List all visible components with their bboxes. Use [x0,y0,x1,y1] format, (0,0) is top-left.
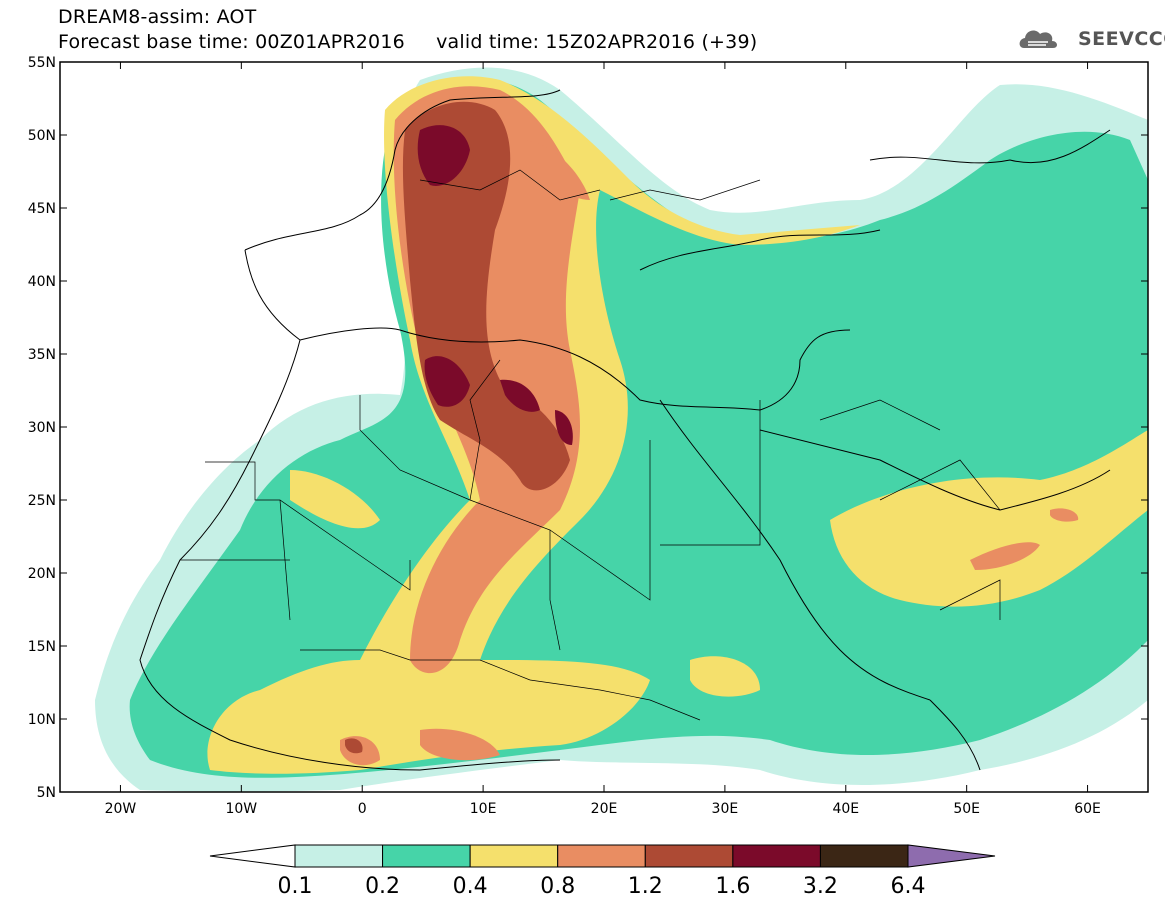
lon-tick-label: 60E [1074,801,1101,817]
colorbar-label: 0.2 [365,874,400,899]
aot-colorbar: 0.1 0.2 0.4 0.8 1.2 1.6 3.2 6.4 [209,844,996,899]
lon-tick-label: 50E [953,801,980,817]
lat-tick-label: 45N [28,201,56,217]
lat-tick-label: 10N [28,712,56,728]
colorbar-bin [644,844,734,868]
aot-field [95,67,1148,792]
lat-tick-label: 30N [28,420,56,436]
lon-tick-label: 40E [832,801,859,817]
colorbar-low-arrow [209,844,296,868]
colorbar-bin [557,844,646,868]
colorbar-bin [819,844,909,868]
lat-tick-label: 40N [28,274,56,290]
lon-tick-label: 30E [712,801,739,817]
map-title: DREAM8-assim: AOT [58,6,257,28]
lon-tick-label: 10W [225,801,257,817]
colorbar-bin [294,844,384,868]
lat-tick-label: 5N [37,785,56,801]
coastlines [139,89,1111,771]
colorbar-label: 0.8 [540,874,575,899]
colorbar-label: 3.2 [803,874,838,899]
colorbar-label: 0.1 [278,874,313,899]
lon-tick-label: 20W [105,801,137,817]
colorbar-high-arrow [907,844,996,868]
colorbar-bin [469,844,559,868]
lon-tick-label: 10E [470,801,497,817]
lat-tick-label: 50N [28,128,56,144]
seevccc-logo: SEEVCCC [1078,28,1165,50]
colorbar-label: 1.6 [715,874,750,899]
colorbar-bin [382,844,471,868]
colorbar-label: 0.4 [453,874,488,899]
longitude-axis: 20W 10W 0 10E 20E 30E 40E 50E 60E [105,62,1101,817]
forecast-times: Forecast base time: 00Z01APR2016 valid t… [58,31,758,53]
lat-tick-label: 55N [28,55,56,71]
country-borders [180,169,1001,721]
lat-tick-label: 35N [28,347,56,363]
colorbar-label: 1.2 [628,874,663,899]
lat-tick-label: 15N [28,639,56,655]
colorbar-label: 6.4 [891,874,926,899]
lat-tick-label: 20N [28,566,56,582]
colorbar-bin [732,844,821,868]
lat-tick-label: 25N [28,493,56,509]
lon-tick-label: 0 [358,801,367,817]
cloud-icon [1019,30,1058,48]
latitude-axis: 55N 50N 45N 40N 35N 30N 25N 20N 15N 10N 5N [28,55,1148,801]
lon-tick-label: 20E [591,801,618,817]
